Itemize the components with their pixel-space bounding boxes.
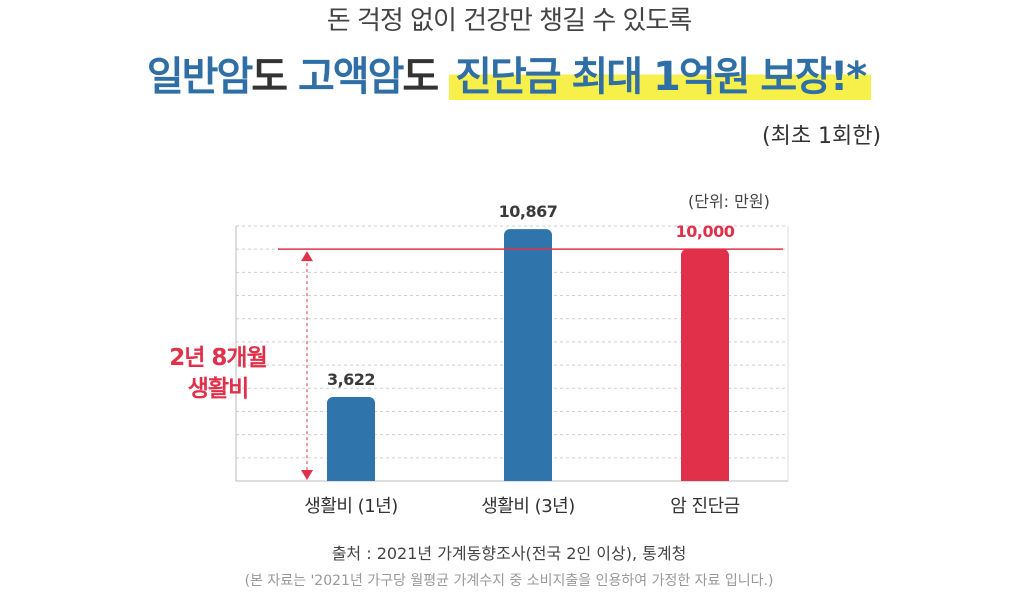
subtitle: 돈 걱정 없이 건강만 챙길 수 있도록 [326,6,692,36]
headline: 일반암도 고액암도 진단금 최대 1억원 보장!* [0,44,1018,102]
bar-2 [504,229,552,481]
limit-note: (최초 1회한) [762,124,882,149]
headline-particle-1: 도 [251,54,298,100]
headline-particle-2: 도 [402,54,450,100]
category-label-1: 생활비 (1년) [304,496,397,517]
category-label-2: 생활비 (3년) [481,496,574,517]
bar-3 [681,249,729,481]
bar-base-3 [681,473,729,481]
annotation-line2: 생활비 [188,376,248,402]
bar-base-1 [327,473,375,481]
value-label-3: 10,000 [676,222,735,241]
value-label-1: 3,622 [327,370,375,389]
annotation-line1: 2년 8개월 [169,345,267,371]
arrow-down-head [301,470,313,480]
disclaimer-note: (본 자료는 '2021년 가구당 월평균 가계수지 중 소비지출을 인용하여 … [244,573,774,589]
category-label-3: 암 진단금 [670,496,739,517]
bar-base-2 [504,473,552,481]
source-text: 출처 : 2021년 가계동향조사(전국 2인 이상), 통계청 [331,544,687,563]
headline-general-cancer: 일반암 [146,54,253,100]
arrow-up-head [301,251,313,262]
bar-1 [327,397,375,481]
value-label-2: 10,867 [499,202,558,221]
unit-label: (단위: 만원) [688,192,770,211]
headline-high-cost-cancer: 고액암 [298,54,404,100]
headline-highlight: 진단금 최대 1억원 보장!* [449,54,872,100]
